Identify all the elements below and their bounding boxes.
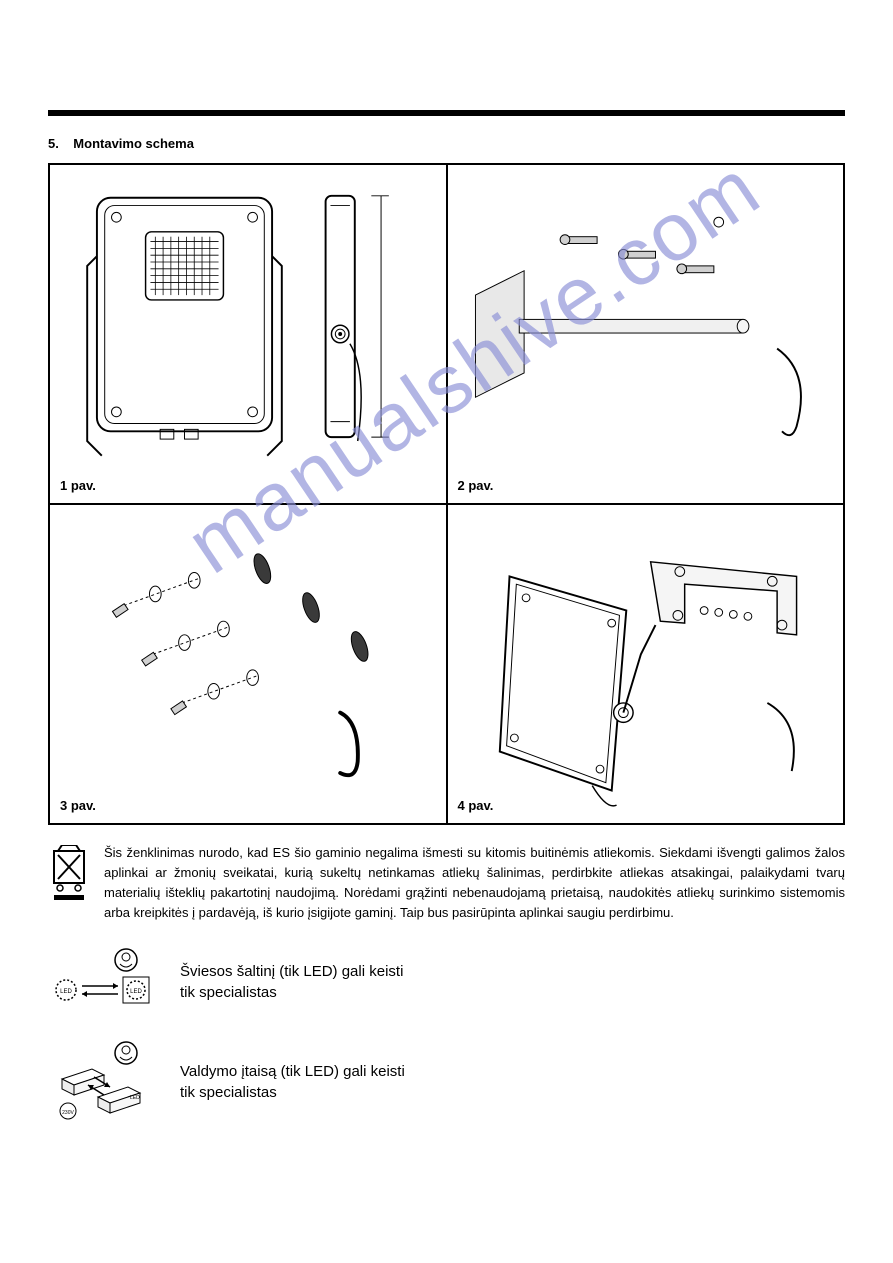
light-source-notice: LED LED Šviesos šaltinį (tik LED) gali k… <box>48 946 845 1019</box>
control-gear-notice-text: Valdymo įtaisą (tik LED) gali keisti tik… <box>180 1061 405 1103</box>
notice-1-line-1: Šviesos šaltinį (tik LED) gali keisti <box>180 963 403 980</box>
header-divider <box>48 110 845 116</box>
figure-4-label: 4 pav. <box>458 798 494 813</box>
svg-text:LED: LED <box>130 989 142 995</box>
notice-2-line-1: Valdymo įtaisą (tik LED) gali keisti <box>180 1063 405 1080</box>
section-title-text: Montavimo schema <box>73 136 194 151</box>
section-number: 5. <box>48 136 59 151</box>
control-gear-notice: LED 230V Valdymo įtaisą (tik LED) gali k… <box>48 1041 845 1124</box>
light-source-notice-text: Šviesos šaltinį (tik LED) gali keisti ti… <box>180 961 403 1003</box>
weee-text: Šis ženklinimas nurodo, kad ES šio gamin… <box>104 843 845 924</box>
notice-1-line-2: tik specialistas <box>180 984 277 1001</box>
svg-text:LED: LED <box>130 1095 140 1101</box>
figure-cell-4: 4 pav. <box>447 504 845 824</box>
svg-text:LED: LED <box>60 989 72 995</box>
figure-3-label: 3 pav. <box>60 798 96 813</box>
figure-3-diagram <box>58 513 438 815</box>
weee-icon <box>48 845 90 904</box>
section-heading: 5. Montavimo schema <box>48 136 845 151</box>
figure-cell-3: 3 pav. <box>49 504 447 824</box>
figure-grid: 1 pav. 2 pav. <box>48 163 845 825</box>
weee-notice: Šis ženklinimas nurodo, kad ES šio gamin… <box>48 843 845 924</box>
figure-cell-1: 1 pav. <box>49 164 447 504</box>
notice-2-line-2: tik specialistas <box>180 1084 277 1101</box>
figure-4-diagram <box>456 513 836 815</box>
figure-1-diagram <box>58 173 438 495</box>
led-swap-icon: LED LED <box>48 946 158 1019</box>
figure-2-label: 2 pav. <box>458 478 494 493</box>
figure-1-label: 1 pav. <box>60 478 96 493</box>
svg-text:230V: 230V <box>62 1110 74 1116</box>
figure-cell-2: 2 pav. <box>447 164 845 504</box>
driver-swap-icon: LED 230V <box>48 1041 158 1124</box>
figure-2-diagram <box>456 173 836 495</box>
